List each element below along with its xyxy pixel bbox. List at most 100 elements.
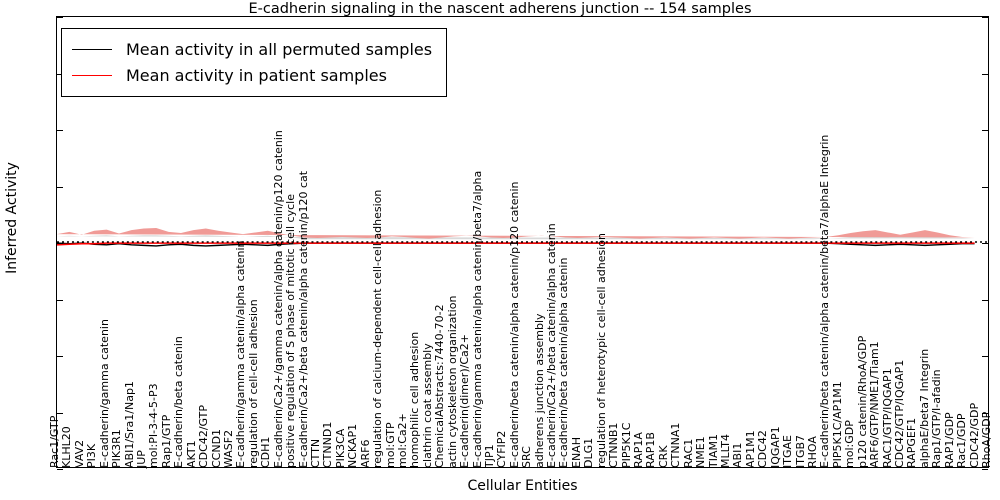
- x-tick-label: E-cadherin/gamma catenin: [97, 319, 111, 468]
- x-tick-label: CTNNA1: [669, 422, 683, 468]
- x-tick-label: CDH1: [259, 436, 273, 468]
- confidence-band: [57, 227, 975, 239]
- x-tick-label: PIK3CA: [333, 428, 347, 468]
- y-tick-mark: [982, 73, 988, 75]
- y-tick-mark: [57, 299, 63, 301]
- x-tick-label: RAP1B: [644, 432, 658, 468]
- x-tick-label: E-cadherin/Ca2+/beta catenin/alpha caten…: [545, 223, 559, 468]
- x-tick-label: VAV2: [72, 439, 86, 468]
- y-tick-mark: [982, 299, 988, 301]
- x-tick-label: ENAH: [569, 437, 583, 468]
- x-tick-label: mol:GTP: [383, 422, 397, 468]
- legend-label-patient: Mean activity in patient samples: [126, 65, 387, 85]
- legend-line-swatch-patient: [72, 74, 112, 76]
- x-tick-label: TIAM1: [706, 434, 720, 468]
- y-tick-mark: [982, 130, 988, 131]
- x-tick-label: RhoA/GDP: [980, 411, 993, 468]
- y-tick-mark: [982, 17, 988, 18]
- x-tick-label: CTTN: [308, 438, 322, 468]
- y-tick-mark: [982, 243, 988, 244]
- x-tick-label: E-cadherin/beta catenin/alpha catenin: [557, 257, 571, 468]
- chart-title: E-cadherin signaling in the nascent adhe…: [248, 1, 752, 17]
- x-tick-label: AP1M1: [743, 430, 757, 468]
- x-tick-label: adherens junction assembly: [532, 313, 546, 468]
- x-tick-label: regulation of heterotypic cell-cell adhe…: [594, 233, 608, 468]
- x-tick-label: E-cadherin/Ca2+/gamma catenin/alpha cate…: [271, 130, 285, 468]
- x-tick-label: mol:GDP: [843, 420, 857, 468]
- x-tick-label: RAP1/GDP: [942, 412, 956, 468]
- x-tick-label: homophilic cell adhesion: [408, 331, 422, 468]
- x-tick-label: Rac1/GDP: [955, 413, 969, 468]
- x-tick-label: Rac1/GTP: [48, 415, 61, 468]
- x-tick-label: actin cytoskeleton organization: [445, 295, 459, 468]
- x-tick-label: PI3K: [85, 443, 99, 468]
- x-tick-label: PIP5K1C/AP1M1: [830, 381, 844, 468]
- x-tick-label: p120 catenin/RhoA/GDP: [855, 335, 869, 468]
- x-tick-label: ARF6: [358, 439, 372, 469]
- y-tick-mark: [57, 356, 63, 357]
- y-tick-mark: [57, 130, 63, 131]
- x-tick-label: regulation of calcium-dependent cell-cel…: [371, 189, 385, 468]
- x-tick-label: E-cadherin/Ca2+/beta catenin/alpha caten…: [296, 170, 310, 468]
- y-tick-mark: [57, 186, 63, 188]
- x-tick-label: regulation of cell-cell adhesion: [246, 299, 260, 468]
- y-tick-mark: [57, 469, 63, 470]
- x-tick-label: NCKAP1: [346, 423, 360, 468]
- x-tick-label: mol:PI-3-4-5-P3: [147, 383, 161, 468]
- x-tick-label: E-cadherin(dimer)/Ca2+: [458, 334, 472, 468]
- x-tick-label: RAC1: [681, 438, 695, 468]
- x-tick-label: ITGAE: [781, 435, 795, 468]
- x-tick-label: alphaE/beta7 Integrin: [917, 348, 931, 468]
- x-tick-label: ITGB7: [793, 434, 807, 468]
- x-tick-label: positive regulation of S phase of mitoti…: [284, 194, 298, 468]
- x-tick-label: RAC1/GTP/IQGAP1: [880, 368, 894, 468]
- x-tick-label: clathrin coat assembly: [420, 343, 434, 468]
- x-tick-label: E-cadherin/gamma catenin/alpha catenin/b…: [470, 170, 484, 468]
- x-tick-label: DLG1: [582, 437, 596, 468]
- y-tick-mark: [982, 186, 988, 188]
- plot-svg: [57, 227, 988, 247]
- x-tick-label: AKT1: [184, 440, 198, 468]
- x-tick-label: E-cadherin/beta catenin/alpha catenin/p1…: [507, 181, 521, 468]
- x-tick-label: CCND1: [209, 428, 223, 468]
- x-tick-label: TJP1: [482, 444, 496, 468]
- x-tick-label: JUP: [134, 450, 148, 468]
- y-axis-label: Inferred Activity: [4, 162, 20, 274]
- x-tick-label: RAP1A: [632, 432, 646, 468]
- x-tick-label: mol:Ca2+: [395, 413, 409, 468]
- x-tick-label: ARF6/GTP/NME1/Tiam1: [868, 341, 882, 468]
- x-tick-label: PIP5K1C: [619, 422, 633, 468]
- x-tick-label: CDC42/GTP: [197, 404, 211, 468]
- x-tick-label: RHOA: [806, 436, 820, 468]
- x-axis-label: Cellular Entities: [467, 478, 578, 494]
- y-tick-mark: [982, 412, 988, 414]
- x-tick-label: NME1: [694, 436, 708, 468]
- x-tick-label: CTNNB1: [607, 422, 621, 468]
- x-tick-label: CDC42/GDP: [967, 402, 981, 468]
- y-tick-mark: [57, 73, 63, 75]
- legend-line-swatch-permuted: [72, 48, 112, 50]
- x-tick-label: ABI1: [731, 442, 745, 468]
- x-tick-label: IQGAP1: [768, 426, 782, 468]
- x-tick-label: CDC42: [756, 430, 770, 468]
- x-tick-label: Rap1/GTP/I-afadin: [930, 369, 944, 468]
- x-tick-label: CRK: [656, 445, 670, 468]
- legend-label-permuted: Mean activity in all permuted samples: [126, 39, 433, 59]
- x-tick-label: CTNND1: [321, 421, 335, 468]
- x-tick-label: ChemicalAbstracts:7440-70-2: [433, 304, 447, 468]
- x-tick-label: E-cadherin/beta catenin/alpha catenin/be…: [818, 134, 832, 468]
- y-tick-mark: [57, 243, 63, 244]
- y-tick-mark: [982, 356, 988, 357]
- x-tick-label: KLHL20: [60, 426, 74, 468]
- legend-item-permuted: Mean activity in all permuted samples: [72, 36, 432, 62]
- x-tick-label: ABI1/Sra1/Nap1: [122, 381, 136, 468]
- x-tick-label: E-cadherin/gamma catenin/alpha catenin: [234, 240, 248, 468]
- x-tick-label: E-cadherin/beta catenin: [172, 336, 186, 468]
- x-tick-label: RAPGEF1: [905, 417, 919, 468]
- x-tick-label: PIK3R1: [110, 429, 124, 468]
- y-tick-mark: [57, 17, 63, 18]
- x-tick-label: Rap1/GTP: [159, 414, 173, 468]
- y-tick-mark: [57, 412, 63, 414]
- x-tick-label: CYFIP2: [495, 430, 509, 468]
